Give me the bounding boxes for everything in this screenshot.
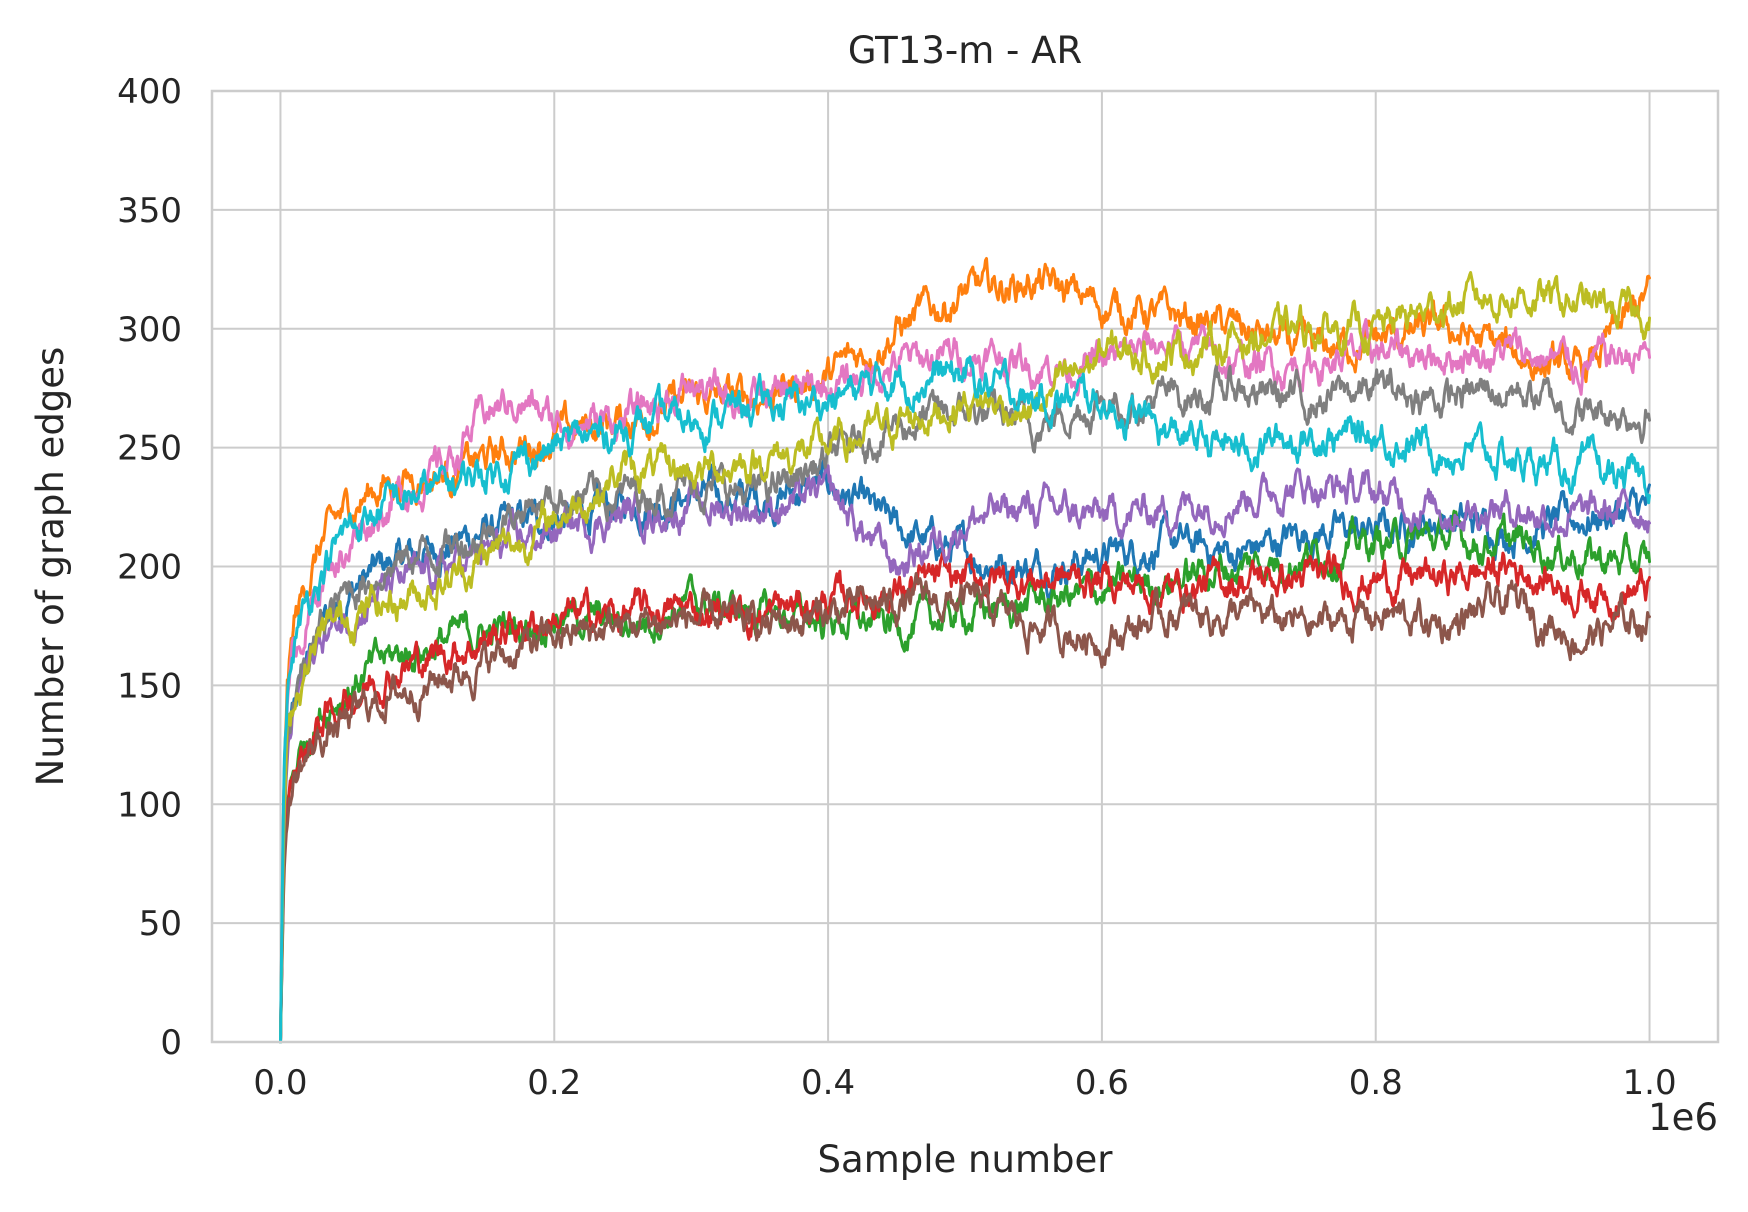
y-tick-label: 150 (117, 666, 182, 706)
series-line-2 (279, 257, 1651, 1044)
x-tick-label: 1.0 (1623, 1063, 1677, 1103)
series-line-10 (279, 355, 1651, 1044)
x-tick-labels: 0.0 0.2 0.4 0.6 0.8 1.0 (253, 1063, 1676, 1103)
x-axis-label: Sample number (818, 1138, 1114, 1181)
y-tick-label: 400 (117, 72, 182, 112)
series-line-4 (279, 548, 1651, 1044)
y-tick-label: 350 (117, 191, 182, 231)
x-tick-label: 0.8 (1349, 1063, 1403, 1103)
y-tick-label: 200 (117, 548, 182, 588)
x-tick-label: 0.6 (1075, 1063, 1129, 1103)
x-tick-label: 0.2 (527, 1063, 581, 1103)
y-tick-labels: 0 50 100 150 200 250 300 350 400 (117, 72, 182, 1063)
y-tick-label: 250 (117, 429, 182, 469)
y-tick-label: 50 (139, 904, 182, 944)
y-tick-label: 0 (160, 1023, 182, 1063)
series-line-8 (279, 364, 1651, 1044)
y-axis-label: Number of graph edges (29, 347, 72, 787)
x-tick-label: 0.4 (801, 1063, 855, 1103)
x-axis-offset-label: 1e6 (1648, 1096, 1718, 1139)
x-tick-label: 0.0 (253, 1063, 307, 1103)
series-line-5 (279, 464, 1651, 1044)
series-line-9 (279, 271, 1651, 1044)
plot-frame (210, 89, 1720, 1044)
y-tick-label: 100 (117, 785, 182, 825)
y-tick-label: 300 (117, 310, 182, 350)
chart-title: GT13-m - AR (848, 29, 1082, 72)
series-line-6 (279, 572, 1651, 1044)
series-group (279, 257, 1651, 1044)
